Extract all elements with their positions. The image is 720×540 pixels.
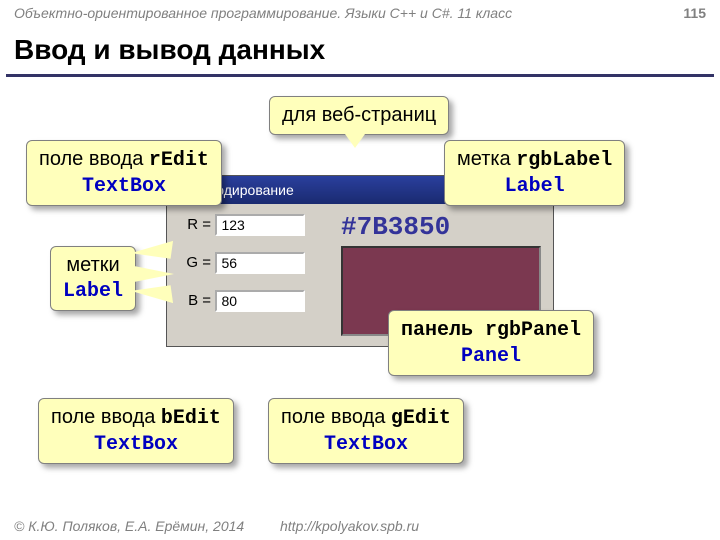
page-title: Ввод и вывод данных xyxy=(14,34,325,66)
callout-rgbpanel-code: rgbPanel xyxy=(485,319,581,342)
textbox-r[interactable]: 123 xyxy=(215,214,305,236)
callout-labels-line1: метки xyxy=(66,254,119,276)
callout-labels-type: Label xyxy=(63,280,123,303)
callout-bedit-type: TextBox xyxy=(94,433,178,456)
callout-web: для веб-страниц xyxy=(269,96,449,135)
callout-rgblabel-type: Label xyxy=(505,175,565,198)
callout-redit-line1: поле ввода xyxy=(39,148,149,170)
row-b: B = 80 xyxy=(177,290,305,316)
callout-gedit-type: TextBox xyxy=(324,433,408,456)
callout-web-text: для веб-страниц xyxy=(282,104,436,126)
textbox-b[interactable]: 80 xyxy=(215,290,305,312)
row-g: G = 56 xyxy=(177,252,305,278)
callout-rgblabel-line1: метка xyxy=(457,148,516,170)
callout-bedit-code: bEdit xyxy=(161,407,221,430)
callout-bedit-line1: поле ввода xyxy=(51,406,161,428)
row-r: R = 123 xyxy=(177,214,305,240)
label-r: R = xyxy=(177,216,211,233)
callout-redit-type: TextBox xyxy=(82,175,166,198)
callout-labels-pointer-2 xyxy=(134,266,174,282)
callout-redit-code: rEdit xyxy=(149,149,209,172)
label-g: G = xyxy=(177,254,211,271)
callout-rgbpanel-line1: панель xyxy=(401,319,485,342)
callout-web-pointer xyxy=(345,134,365,148)
callout-gedit: поле ввода gEdit TextBox xyxy=(268,398,464,464)
callout-rgblabel-code: rgbLabel xyxy=(516,149,612,172)
callout-rgbpanel: панель rgbPanel Panel xyxy=(388,310,594,376)
callout-labels: метки Label xyxy=(50,246,136,311)
callout-gedit-code: gEdit xyxy=(391,407,451,430)
rgb-label: #7B3850 xyxy=(341,212,450,242)
callout-rgblabel: метка rgbLabel Label xyxy=(444,140,625,206)
title-divider xyxy=(6,74,714,77)
footer-copyright: © К.Ю. Поляков, Е.А. Ерёмин, 2014 xyxy=(14,518,244,534)
callout-rgbpanel-type: Panel xyxy=(461,345,521,368)
footer-url: http://kpolyakov.spb.ru xyxy=(280,518,419,534)
course-title: Объектно-ориентированное программировани… xyxy=(14,5,512,21)
callout-redit: поле ввода rEdit TextBox xyxy=(26,140,222,206)
label-b: B = xyxy=(177,292,211,309)
page-number: 115 xyxy=(683,5,706,21)
callout-gedit-line1: поле ввода xyxy=(281,406,391,428)
textbox-g[interactable]: 56 xyxy=(215,252,305,274)
callout-bedit: поле ввода bEdit TextBox xyxy=(38,398,234,464)
